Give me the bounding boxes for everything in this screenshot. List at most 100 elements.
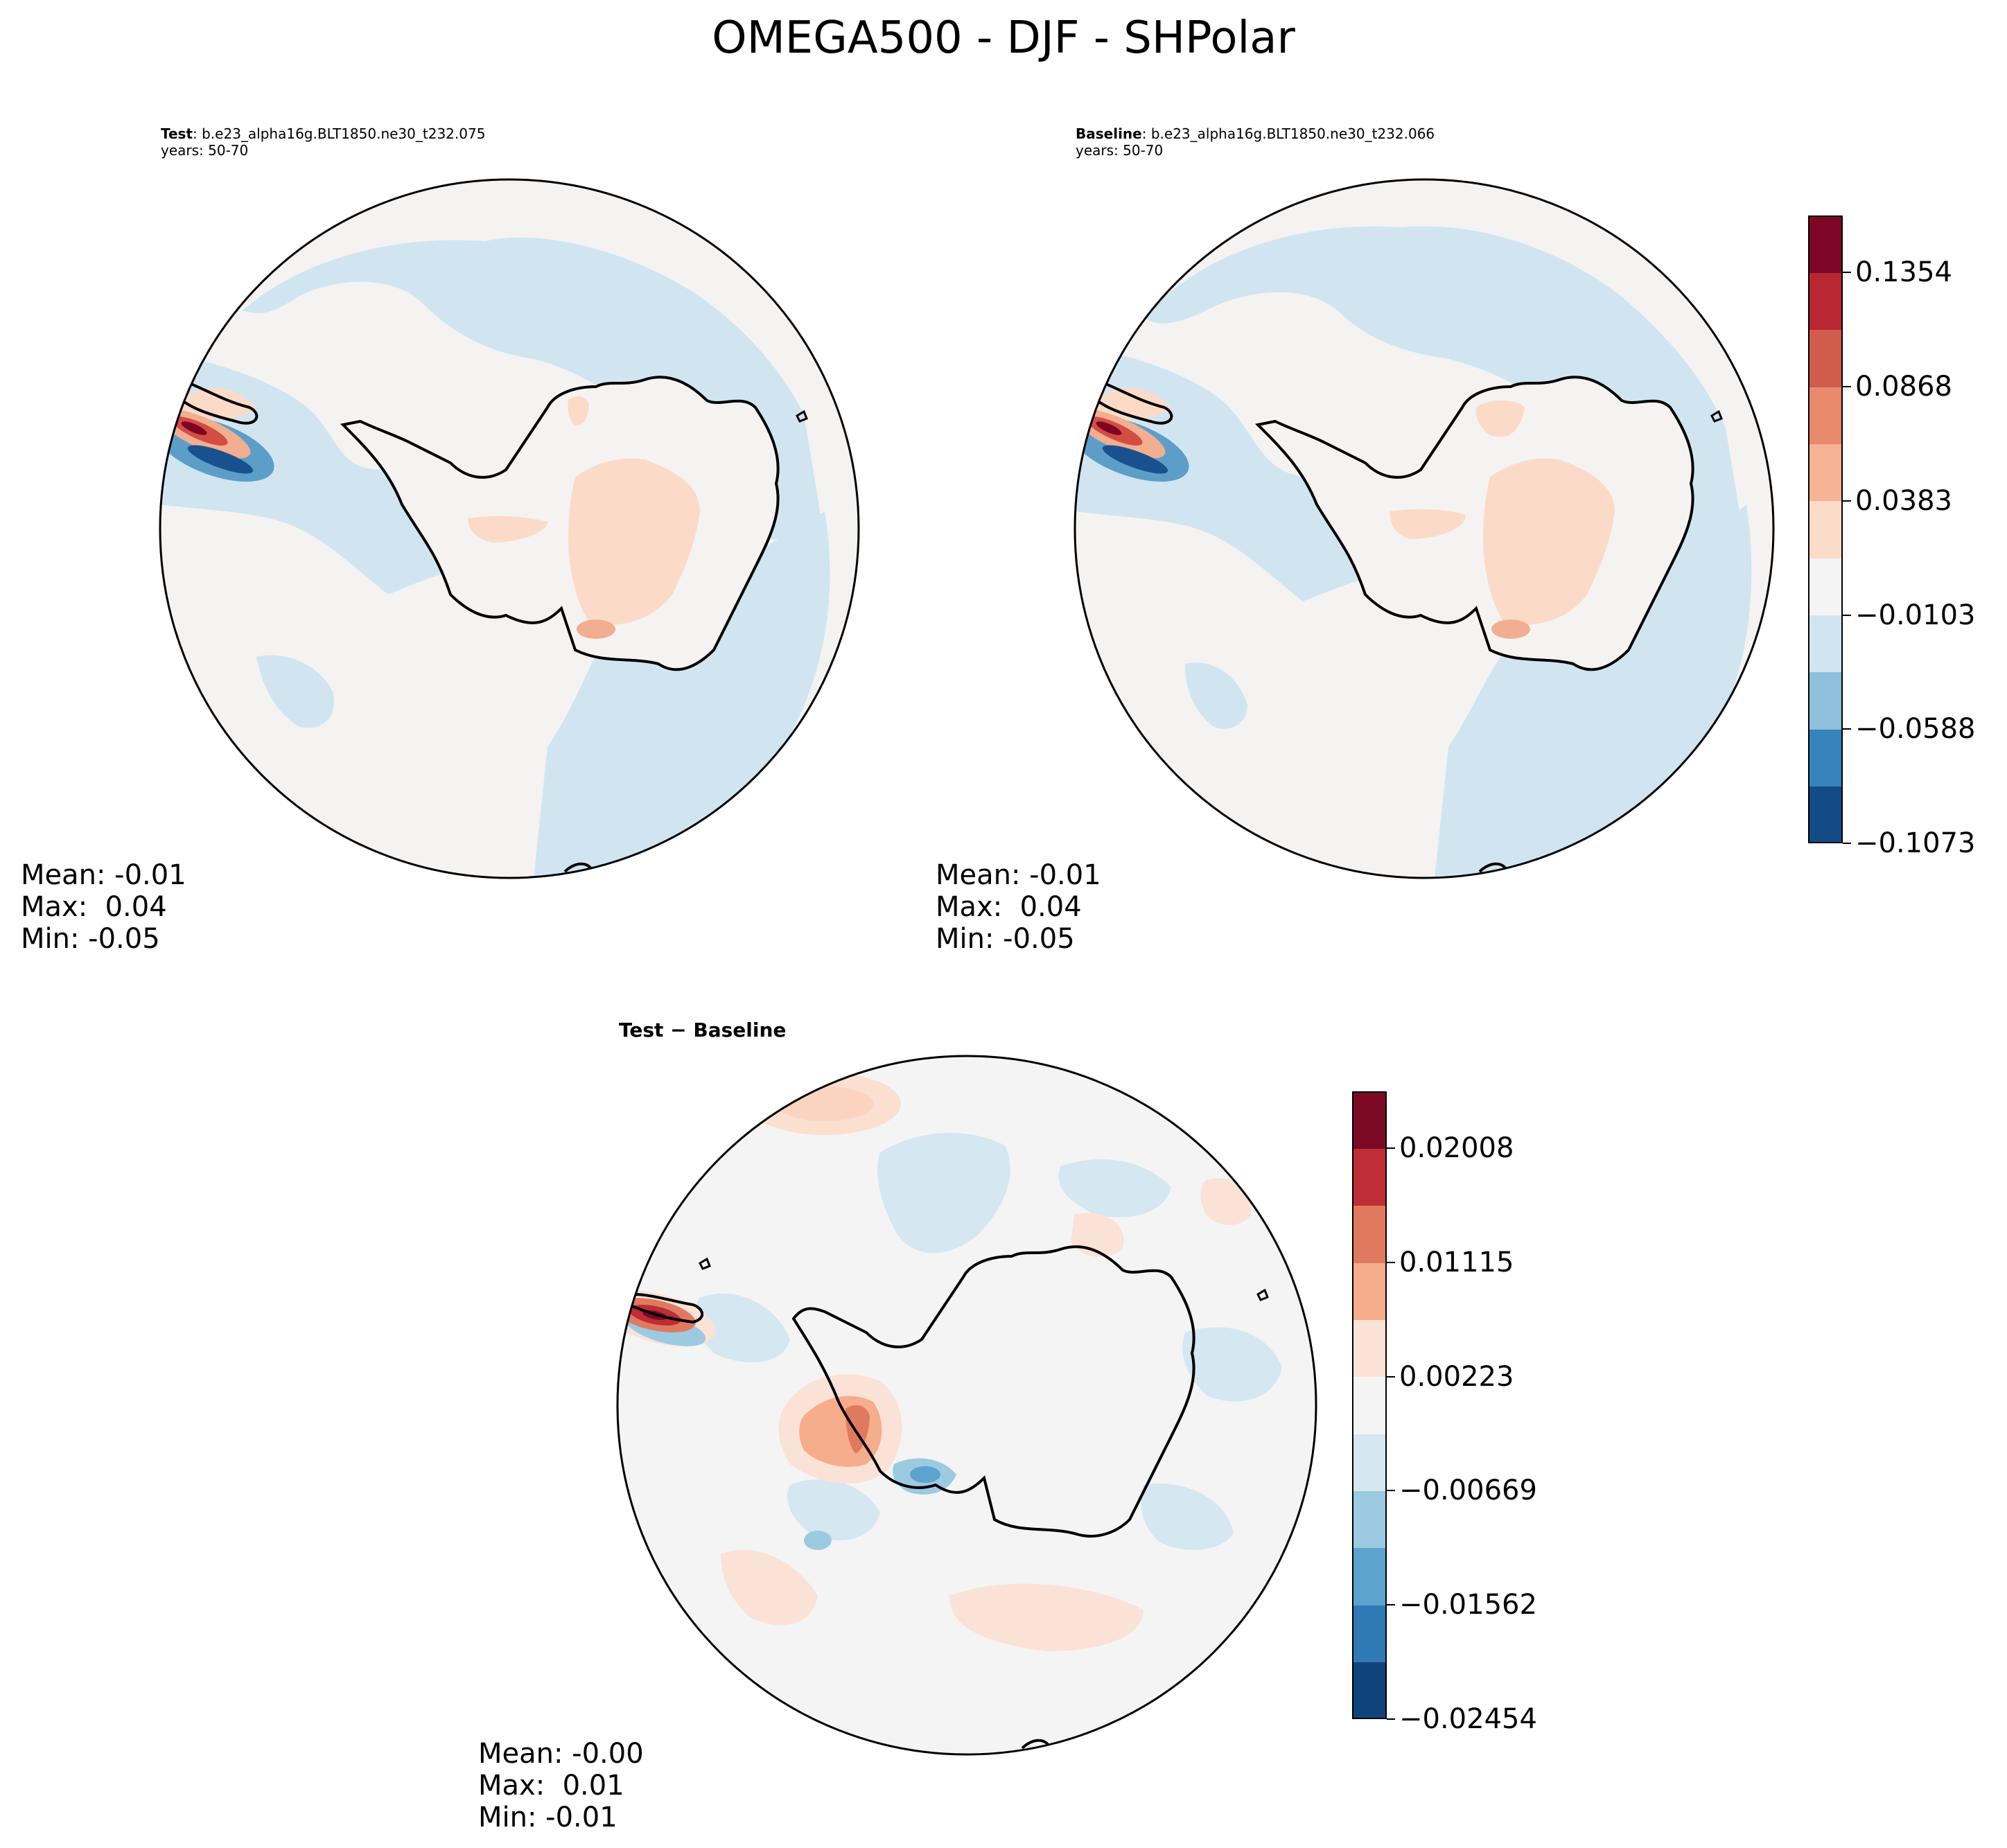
blue-patch-ne [1058,1159,1171,1217]
red-patch-n-halo [748,1073,901,1135]
baseline-label-bold: Baseline [1076,125,1142,142]
blue-patch-n [877,1132,1010,1253]
blue-region-east [534,511,830,878]
baseline-label: Baseline: b.e23_alpha16g.BLT1850.ne30_t2… [1076,125,1435,142]
diff-colorbar-segment [1352,1376,1387,1434]
baseline-stats: Mean: -0.01 Max: 0.04 Min: -0.05 [936,859,1101,955]
test-years: years: 50-70 [161,142,249,159]
test-label-case: : b.e23_alpha16g.BLT1850.ne30_t232.075 [193,125,486,142]
main-colorbar-segment [1808,215,1843,273]
diff-colorbar-segment [1352,1605,1387,1663]
colorbar-diff: 0.02008 0.01115 0.00223 −0.00669 −0.01562 −0.… [1352,1091,1537,1733]
red-patch-se [949,1583,1143,1651]
coastline [791,1245,1195,1538]
test-min: Min: -0.05 [21,923,160,955]
diff-colorbar-tick [1387,1262,1395,1264]
baseline-years: years: 50-70 [1076,142,1164,159]
blue-spot-sw [804,1531,832,1550]
diff-mean: Mean: -0.00 [478,1738,644,1770]
diff-colorbar-segment [1352,1547,1387,1605]
diff-colorbar-tick-label: 0.02008 [1399,1132,1514,1165]
baseline-min: Min: -0.05 [936,923,1075,955]
diff-stats: Mean: -0.00 Max: 0.01 Min: -0.01 [478,1738,644,1833]
test-map [159,178,860,879]
red-spot-inner [577,619,615,639]
blue-blob-sw [256,655,334,728]
figure-title: OMEGA500 - DJF - SHPolar [712,12,1295,64]
main-colorbar-segment [1808,500,1843,558]
dipole-blue-core [187,445,254,474]
blue-patch-w [694,1293,790,1363]
red-patch-ne [1200,1178,1252,1225]
main-colorbar-tick [1843,728,1851,730]
map-boundary-circle [1073,178,1775,879]
red-patch-mid [468,516,547,543]
map-boundary-circle [616,1055,1317,1756]
dipole-blue-core [1102,445,1168,474]
red-spot-inner [1491,619,1530,639]
main-colorbar-segment [1808,387,1843,444]
main-colorbar-tick [1843,386,1851,388]
diff-title: Test − Baseline [619,1019,787,1041]
coastline-island-nw [627,1292,704,1324]
main-colorbar-tick-label: 0.0383 [1855,484,1952,517]
diff-min: Min: -0.01 [478,1802,617,1833]
diff-colorbar-frame [1352,1091,1387,1719]
coastline-island-ne [1710,410,1723,423]
blue-anomaly-core [910,1466,940,1483]
test-max: Max: 0.04 [21,891,167,923]
blue-blob-sw [1185,662,1247,729]
diff-max: Max: 0.01 [478,1770,624,1802]
main-colorbar-tick [1843,272,1851,274]
red-patch-small [568,396,589,425]
diff-map [616,1055,1317,1756]
red-patch-center [568,458,700,625]
diff-colorbar-tick [1387,1490,1395,1492]
main-colorbar-tick-label: 0.0868 [1855,371,1952,403]
diff-colorbar-segment [1352,1148,1387,1206]
main-colorbar-segment [1808,329,1843,387]
coastline [340,376,780,671]
red-patch-small [1475,400,1525,437]
red-patch-coast-e [1071,1213,1124,1257]
main-colorbar-tick-label: −0.0588 [1855,713,1976,746]
colorbar-main: 0.1354 0.0868 0.0383 −0.0103 −0.0588 −0.1073 [1808,215,1975,857]
coastline-island-nw [173,378,258,425]
main-colorbar-segment [1808,786,1843,844]
red-patch-mid [1390,509,1466,539]
main-colorbar-segment [1808,671,1843,730]
test-stats: Mean: -0.01 Max: 0.04 Min: -0.05 [21,859,186,955]
blue-patch-e [1182,1327,1282,1402]
test-label: Test: b.e23_alpha16g.BLT1850.ne30_t232.0… [161,125,485,142]
coastline-island-ne [1256,1288,1269,1301]
main-colorbar-tick [1843,500,1851,502]
coastline [1254,376,1694,671]
diff-colorbar-segment [1352,1205,1387,1263]
main-colorbar-segment [1808,558,1843,616]
diff-colorbar-tick-label: −0.00669 [1399,1475,1537,1507]
dipole-red-center [1096,421,1122,435]
test-label-bold: Test [161,125,193,142]
baseline-label-case: : b.e23_alpha16g.BLT1850.ne30_t232.066 [1141,125,1435,142]
diff-colorbar-segment [1352,1434,1387,1492]
diff-colorbar-segment [1352,1662,1387,1720]
main-colorbar-frame [1808,215,1843,843]
main-colorbar-tick [1843,614,1851,616]
main-colorbar-segment [1808,443,1843,502]
blue-patch-se [1141,1484,1234,1550]
coastline-island-ne [796,410,808,423]
blue-region-north [1143,226,1746,553]
red-patch-sw [721,1549,818,1626]
dipole-red-center [181,421,207,435]
blue-region-north [243,237,825,539]
main-colorbar-tick [1843,843,1851,844]
main-colorbar-segment [1808,272,1843,331]
main-colorbar-segment [1808,729,1843,787]
baseline-max: Max: 0.04 [936,891,1082,923]
baseline-map [1073,178,1775,879]
test-mean: Mean: -0.01 [21,859,186,891]
diff-colorbar-tick-label: 0.01115 [1399,1247,1514,1279]
blue-patch-sw [787,1479,880,1540]
diff-colorbar-segment [1352,1490,1387,1549]
main-colorbar-segment [1808,615,1843,673]
